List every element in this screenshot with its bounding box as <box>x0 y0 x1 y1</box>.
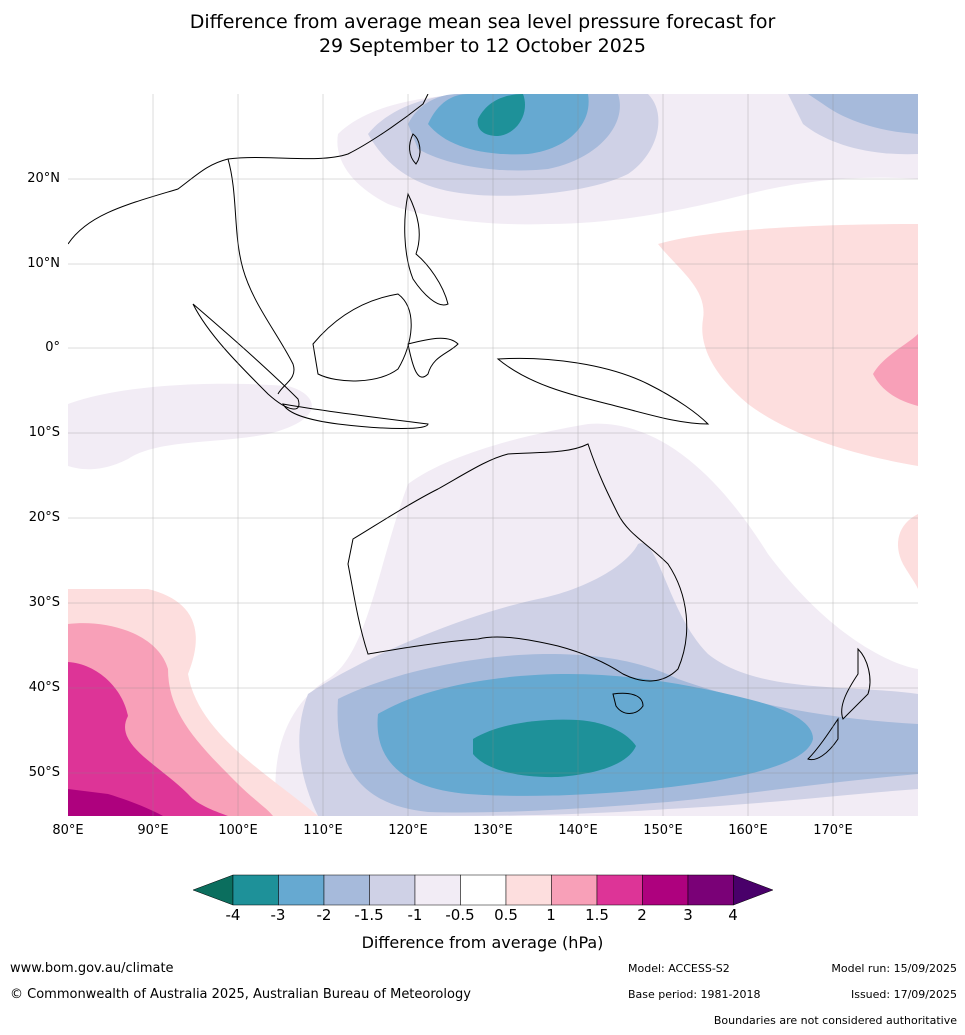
coastlines <box>68 94 871 761</box>
colorbar-tick: 4 <box>728 906 738 924</box>
lon-label-100e: 100°E <box>218 823 258 838</box>
colorbar-tick: 3 <box>683 906 693 924</box>
gridlines <box>68 94 918 816</box>
colorbar-swatch-10 <box>642 874 689 906</box>
colorbar-tick: -0.5 <box>445 906 475 924</box>
colorbar-swatch-5 <box>414 874 461 906</box>
map-title: Difference from average mean sea level p… <box>0 10 965 58</box>
colorbar-title: Difference from average (hPa) <box>361 933 604 952</box>
model-text: Model: ACCESS-S2 <box>628 962 730 975</box>
lat-label-0: 0° <box>45 340 60 355</box>
lon-label-140e: 140°E <box>558 823 598 838</box>
base-period-text: Base period: 1981-2018 <box>628 988 761 1001</box>
lon-label-170e: 170°E <box>813 823 853 838</box>
lon-label-80e: 80°E <box>52 823 84 838</box>
copyright-text: © Commonwealth of Australia 2025, Austra… <box>10 987 471 1002</box>
colorbar-tick: 0.5 <box>494 906 518 924</box>
colorbar-swatch-2 <box>278 874 325 906</box>
title-line-1: Difference from average mean sea level p… <box>189 11 776 33</box>
colorbar-tick: -1.5 <box>354 906 384 924</box>
issued-text: Issued: 17/09/2025 <box>850 988 957 1001</box>
colorbar-tick: -1 <box>407 906 423 924</box>
colorbar-swatch-4 <box>369 874 416 906</box>
colorbar-swatch-1 <box>232 874 279 906</box>
pressure-anomaly-map <box>68 94 918 816</box>
colorbar-swatch-12 <box>733 874 774 906</box>
disclaimer-text: Boundaries are not considered authoritat… <box>713 1014 957 1027</box>
colorbar-tick: 1 <box>546 906 556 924</box>
lat-label-30s: 30°S <box>28 595 60 610</box>
lon-label-120e: 120°E <box>388 823 428 838</box>
colorbar-swatch-7 <box>505 874 552 906</box>
colorbar-tick: 2 <box>637 906 647 924</box>
colorbar-swatch-9 <box>596 874 643 906</box>
colorbar-tick: 1.5 <box>585 906 609 924</box>
lat-label-20n: 20°N <box>27 171 60 186</box>
colorbar-swatch-8 <box>551 874 598 906</box>
lon-label-110e: 110°E <box>303 823 343 838</box>
colorbar <box>192 874 774 906</box>
lat-label-10s: 10°S <box>28 425 60 440</box>
lat-label-40s: 40°S <box>28 680 60 695</box>
colorbar-swatch-3 <box>323 874 370 906</box>
lat-label-10n: 10°N <box>27 256 60 271</box>
colorbar-swatch-6 <box>460 874 507 906</box>
lon-label-130e: 130°E <box>473 823 513 838</box>
lon-label-90e: 90°E <box>137 823 169 838</box>
title-line-2: 29 September to 12 October 2025 <box>318 35 647 57</box>
lat-label-20s: 20°S <box>28 510 60 525</box>
colorbar-tick: -4 <box>225 906 241 924</box>
colorbar-swatch-11 <box>687 874 734 906</box>
colorbar-tick: -3 <box>270 906 286 924</box>
colorbar-swatch-0 <box>192 874 234 906</box>
colorbar-tick: -2 <box>316 906 332 924</box>
model-run-text: Model run: 15/09/2025 <box>831 962 957 975</box>
website-link[interactable]: www.bom.gov.au/climate <box>10 961 174 976</box>
lon-label-160e: 160°E <box>728 823 768 838</box>
lat-label-50s: 50°S <box>28 765 60 780</box>
lon-label-150e: 150°E <box>643 823 683 838</box>
